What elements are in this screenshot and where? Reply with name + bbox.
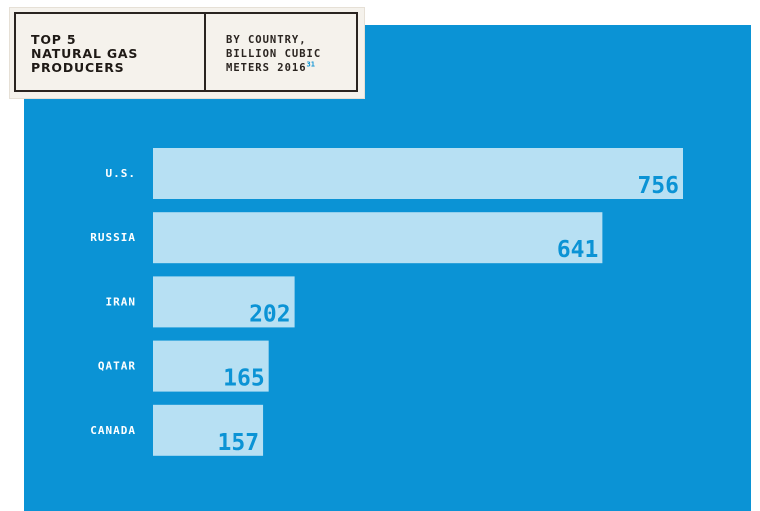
value-label: 202: [249, 301, 291, 327]
bar-russia: [153, 212, 603, 264]
value-label: 157: [218, 430, 260, 456]
header-frame: TOP 5 NATURAL GAS PRODUCERS BY COUNTRY, …: [14, 12, 358, 92]
category-label: QATAR: [98, 360, 136, 373]
bar-u-s: [153, 148, 683, 199]
footnote-marker: 31: [306, 60, 315, 69]
category-label: RUSSIA: [90, 231, 136, 244]
chart-subtitle-text: BY COUNTRY, BILLION CUBIC METERS 2016: [226, 34, 322, 74]
value-label: 756: [637, 173, 679, 199]
category-label: IRAN: [106, 295, 137, 308]
bar-qatar: [153, 340, 269, 392]
chart-title: TOP 5 NATURAL GAS PRODUCERS: [16, 14, 206, 90]
chart-panel: [24, 25, 751, 511]
value-label: 165: [223, 366, 265, 392]
value-label: 641: [557, 237, 599, 263]
header-card: TOP 5 NATURAL GAS PRODUCERS BY COUNTRY, …: [10, 8, 364, 98]
category-label: U.S.: [106, 167, 137, 180]
category-label: CANADA: [90, 424, 136, 437]
bar-canada: [153, 404, 264, 456]
chart-subtitle: BY COUNTRY, BILLION CUBIC METERS 201631: [206, 14, 356, 90]
bar-iran: [153, 276, 295, 328]
